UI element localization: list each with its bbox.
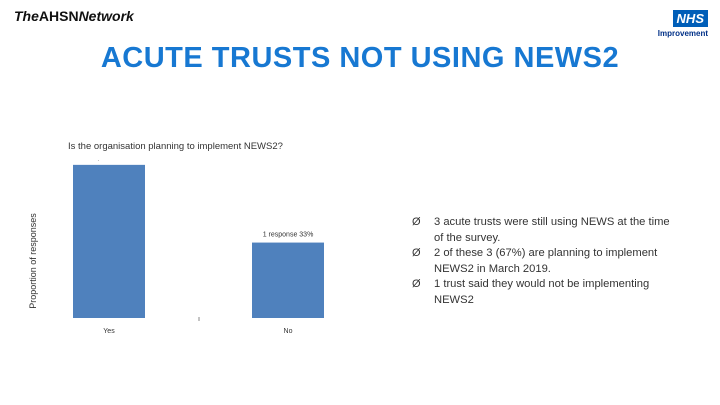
chart-title: Is the organisation planning to implemen… (68, 141, 283, 152)
logo-ahsn-text: AHSN (38, 8, 79, 24)
nhs-improvement-text: Improvement (657, 29, 708, 38)
logo-the-text: The (14, 8, 39, 24)
arrow-bullet-icon: Ø (412, 278, 421, 290)
bullet-text: 3 acute trusts were still using NEWS at … (434, 216, 670, 244)
data-label-yes: 2 responses 67% (82, 160, 136, 161)
bullet-text: 1 trust said they would not be implement… (434, 278, 650, 306)
data-label-no: 1 response 33% (263, 232, 314, 239)
arrow-bullet-icon: Ø (412, 216, 421, 228)
slide-title: ACUTE TRUSTS NOT USING NEWS2 (100, 42, 620, 74)
nhs-improvement-logo: NHS Improvement (648, 10, 708, 38)
logo-network-text: Network (78, 8, 134, 24)
category-label-yes: Yes (103, 328, 115, 335)
bullet-item: Ø 1 trust said they would not be implemen… (412, 277, 682, 308)
bar-chart: 2 responses 67% Yes 1 response 33% No (73, 160, 324, 335)
bullet-item: Ø 2 of these 3 (67%) are planning to impl… (412, 246, 682, 277)
bullet-list: Ø 3 acute trusts were still using NEWS at… (412, 215, 682, 308)
bullet-text: 2 of these 3 (67%) are planning to imple… (434, 247, 658, 275)
bullet-item: Ø 3 acute trusts were still using NEWS at… (412, 215, 682, 246)
arrow-bullet-icon: Ø (412, 247, 421, 259)
nhs-badge: NHS (672, 10, 708, 27)
bar-no (252, 242, 324, 318)
category-label-no: No (284, 328, 293, 335)
chart-y-axis-label: Proportion of responses (28, 213, 38, 309)
bar-yes (73, 164, 145, 318)
ahsn-network-logo: TheAHSNNetwork (14, 8, 134, 24)
